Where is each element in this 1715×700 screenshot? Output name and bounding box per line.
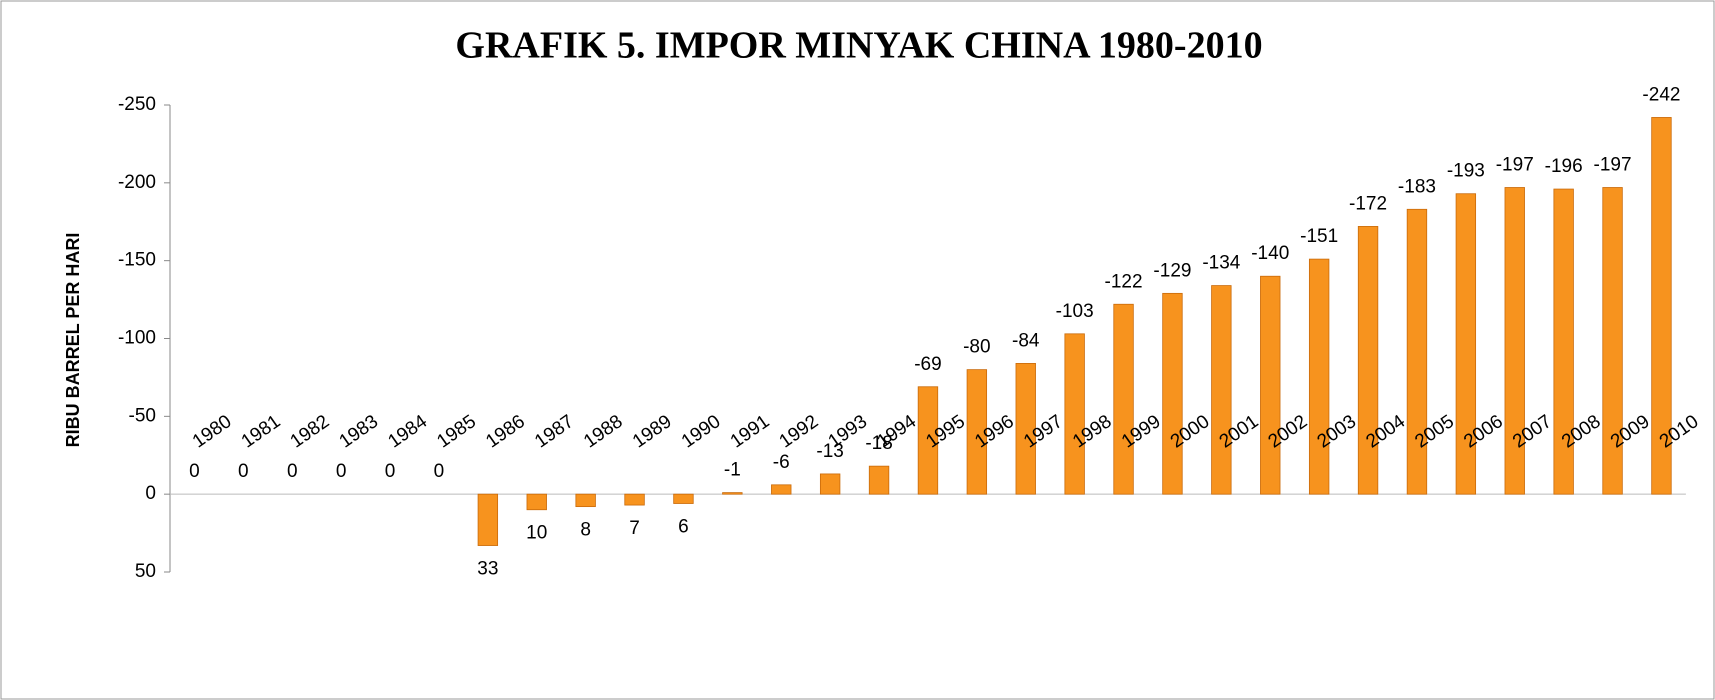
y-tick-label: -100 <box>118 328 156 349</box>
bar <box>1162 292 1183 495</box>
bar <box>722 492 743 495</box>
value-label: -140 <box>1251 243 1289 264</box>
value-label: -122 <box>1105 271 1143 292</box>
value-label: -242 <box>1642 84 1680 105</box>
bar <box>1357 226 1379 495</box>
y-axis-title: RIBU BARREL PER HARI <box>63 233 83 448</box>
value-label: -183 <box>1398 176 1436 197</box>
bar <box>1455 193 1477 495</box>
value-label: 0 <box>287 461 298 482</box>
value-label: -13 <box>816 441 843 462</box>
value-label: -129 <box>1153 260 1191 281</box>
bar <box>1406 208 1428 495</box>
bar <box>477 493 499 546</box>
bar <box>917 386 939 495</box>
bar <box>1602 187 1623 495</box>
bar <box>1211 285 1232 495</box>
value-label: -18 <box>865 433 892 454</box>
y-tick-label: -200 <box>118 172 156 193</box>
bar <box>1651 117 1672 495</box>
bar <box>819 473 841 495</box>
bar <box>1504 187 1525 495</box>
value-label: 8 <box>580 520 591 541</box>
bar <box>673 493 694 504</box>
value-label: -151 <box>1300 226 1338 247</box>
bar <box>1553 188 1574 495</box>
y-tick-label: -150 <box>118 250 156 271</box>
bar <box>1113 303 1134 495</box>
value-label: -172 <box>1349 193 1387 214</box>
bar <box>624 493 645 506</box>
value-label: 6 <box>678 517 689 538</box>
bar <box>1260 275 1281 495</box>
bar <box>1308 258 1330 495</box>
value-label: 0 <box>238 461 249 482</box>
value-label: -193 <box>1447 161 1485 182</box>
value-label: -6 <box>773 452 790 473</box>
value-label: 0 <box>189 461 200 482</box>
value-label: 0 <box>434 461 445 482</box>
bar <box>771 484 792 495</box>
bar <box>1015 363 1036 495</box>
value-label: 10 <box>526 523 547 544</box>
y-tick-label: -50 <box>129 405 156 426</box>
value-label: -196 <box>1545 156 1583 177</box>
y-tick-label: 50 <box>135 561 156 582</box>
bar <box>575 493 596 508</box>
value-label: -134 <box>1202 253 1240 274</box>
value-label: 0 <box>336 461 347 482</box>
chart-title: GRAFIK 5. IMPOR MINYAK CHINA 1980-2010 <box>455 25 1262 67</box>
value-label: -69 <box>914 354 941 375</box>
value-label: -197 <box>1594 155 1632 176</box>
value-label: -103 <box>1056 301 1094 322</box>
bar <box>526 493 547 511</box>
value-label: -197 <box>1496 155 1534 176</box>
bar <box>868 465 890 495</box>
value-label: -80 <box>963 337 990 358</box>
value-label: 33 <box>477 559 498 580</box>
value-label: 0 <box>385 461 396 482</box>
value-label: 7 <box>629 518 640 539</box>
y-tick-label: 0 <box>145 483 156 504</box>
bar <box>966 369 988 495</box>
bar <box>1064 333 1085 495</box>
value-label: -84 <box>1012 330 1040 351</box>
y-tick-label: -250 <box>118 94 156 115</box>
value-label: -1 <box>724 460 741 481</box>
